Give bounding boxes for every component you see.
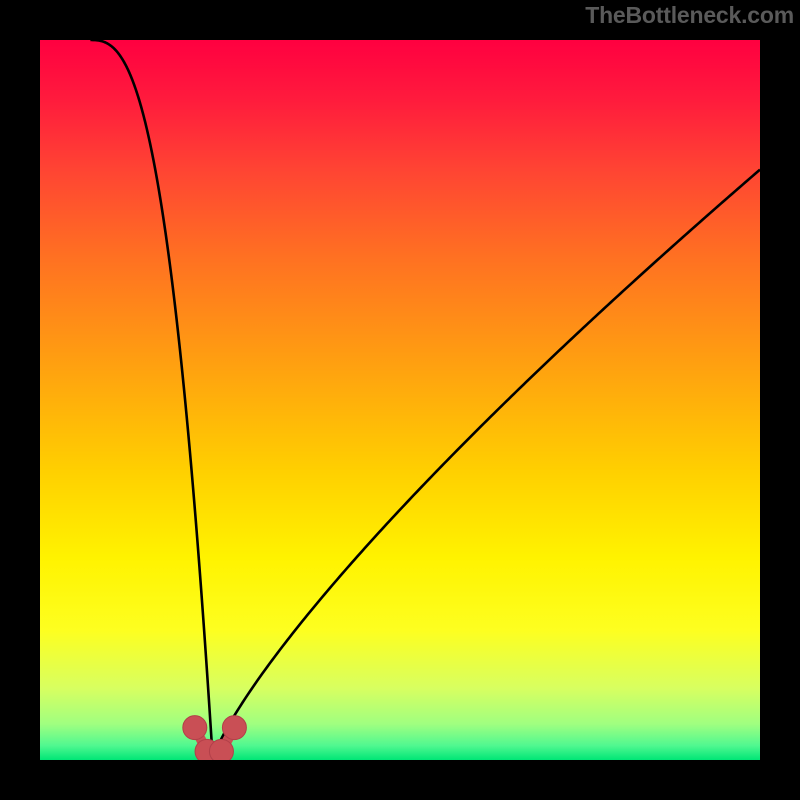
plot-background [40,40,760,760]
marker-dot-3 [222,716,246,740]
marker-dot-0 [183,716,207,740]
watermark-text: TheBottleneck.com [585,2,794,29]
chart-container: TheBottleneck.com [0,0,800,800]
marker-dot-2 [209,739,233,763]
bottleneck-chart [0,0,800,800]
